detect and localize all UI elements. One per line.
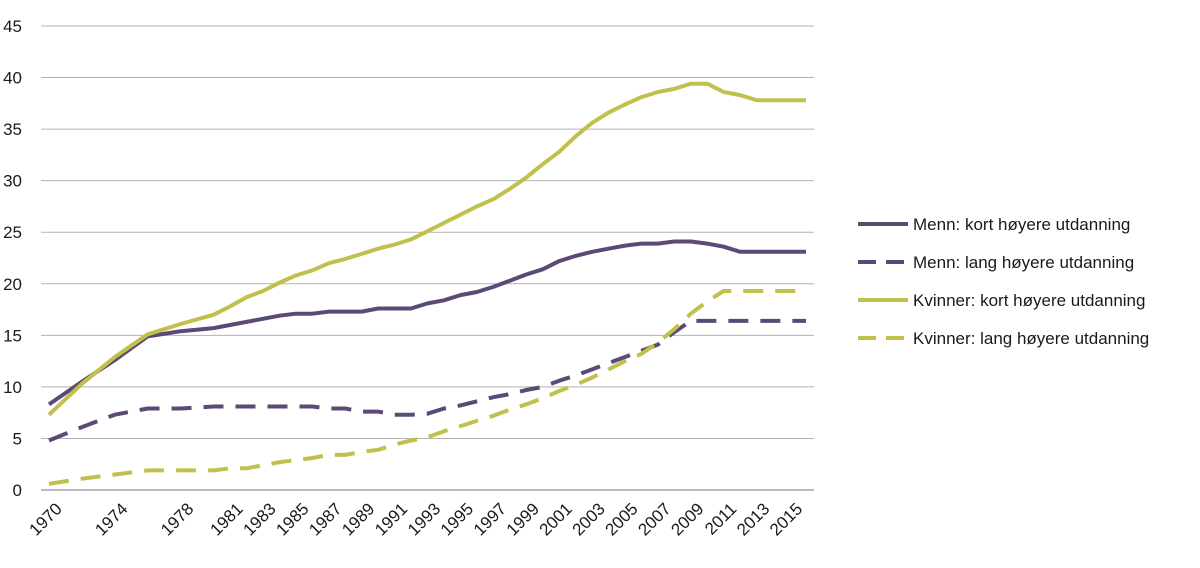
y-tick-label: 20: [3, 275, 22, 294]
series-line-0: [47, 239, 806, 407]
x-tick-label: 1987: [305, 499, 345, 539]
x-tick-label: 1997: [470, 499, 510, 539]
y-axis: 0 5 10 15 20 25 30 35 40 45: [3, 17, 22, 500]
x-tick-label: 2011: [701, 499, 740, 538]
series-line-1: [48, 318, 806, 443]
x-tick-label: 2013: [733, 499, 773, 539]
x-tick-label: 2005: [602, 499, 642, 539]
x-tick-label: 1974: [91, 499, 131, 539]
x-tick-label: 1989: [338, 499, 378, 539]
x-tick-label: 1985: [272, 499, 312, 539]
x-tick-label: 2003: [569, 499, 609, 539]
legend-label-0: Menn: kort høyere utdanning: [913, 215, 1130, 234]
y-tick-label: 15: [3, 326, 22, 345]
x-tick-label: 1999: [503, 499, 543, 539]
series-line-2: [47, 81, 806, 417]
y-tick-label: 10: [3, 378, 22, 397]
y-tick-label: 35: [3, 120, 22, 139]
x-tick-label: 1981: [207, 499, 247, 539]
x-tick-label: 2001: [536, 499, 576, 539]
y-tick-label: 5: [13, 429, 22, 448]
y-tick-label: 45: [3, 17, 22, 36]
x-tick-label: 1995: [437, 499, 477, 539]
y-tick-label: 0: [13, 481, 22, 500]
legend-label-2: Kvinner: kort høyere utdanning: [913, 291, 1145, 310]
y-tick-label: 40: [3, 69, 22, 88]
x-tick-label: 2009: [667, 499, 707, 539]
x-tick-label: 1991: [371, 499, 411, 539]
legend-label-1: Menn: lang høyere utdanning: [913, 253, 1134, 272]
x-tick-label: 2007: [634, 499, 674, 539]
x-tick-label: 1970: [26, 499, 66, 539]
y-tick-label: 30: [3, 172, 22, 191]
x-tick-label: 1993: [404, 499, 444, 539]
series-line-3: [48, 289, 806, 486]
series-lines: [47, 81, 806, 486]
x-tick-label: 1978: [157, 499, 197, 539]
x-axis: 1970 1974 1978 1981198319851987198919911993…: [26, 499, 807, 539]
grid-lines: [41, 25, 814, 491]
legend: Menn: kort høyere utdanning Menn: lang hø…: [858, 215, 1149, 348]
x-tick-label: 1983: [239, 499, 279, 539]
x-tick-label: 2015: [766, 499, 806, 539]
legend-label-3: Kvinner: lang høyere utdanning: [913, 329, 1149, 348]
y-tick-label: 25: [3, 223, 22, 242]
